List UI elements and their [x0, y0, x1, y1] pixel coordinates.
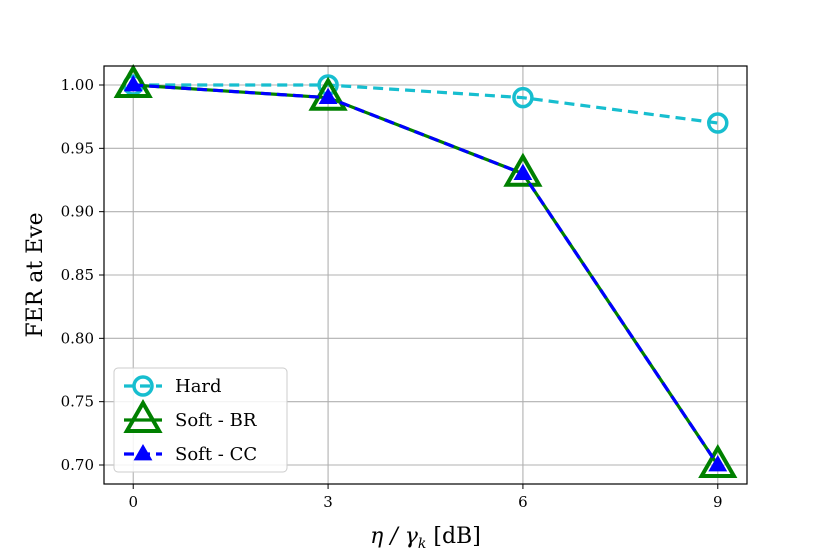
y-tick-label: 0.70 — [61, 456, 94, 474]
data-point — [308, 76, 348, 111]
x-axis-label-sub: k — [418, 536, 426, 552]
legend-marker — [133, 443, 153, 461]
data-point — [512, 86, 534, 109]
y-tick-label: 0.95 — [61, 139, 94, 157]
legend-label: Soft - BR — [175, 410, 257, 431]
x-axis-label-main: η / γ — [370, 524, 419, 549]
y-tick-label: 1.00 — [61, 76, 94, 94]
legend-label: Hard — [175, 376, 222, 397]
data-point — [513, 163, 533, 181]
x-tick-label: 9 — [713, 493, 723, 511]
x-tick-label: 0 — [128, 493, 138, 511]
y-tick-label: 0.75 — [61, 393, 94, 411]
legend-marker — [123, 398, 163, 434]
y-axis-label: FER at Eve — [23, 212, 48, 337]
x-tick-label: 6 — [518, 493, 528, 511]
legend-item: Hard — [124, 375, 222, 397]
series-line — [133, 83, 718, 125]
data-point — [503, 152, 543, 187]
series-0 — [122, 74, 729, 134]
legend: Hard Soft - BR Soft - CC — [113, 367, 288, 473]
x-axis-label-unit: [dB] — [426, 524, 480, 549]
y-tick-label: 0.85 — [61, 266, 94, 284]
x-tick-label: 3 — [323, 493, 333, 511]
data-point — [708, 454, 728, 472]
y-tick-label: 0.80 — [61, 329, 94, 347]
legend-item: Soft - BR — [123, 398, 257, 434]
series-layer — [113, 63, 738, 479]
data-point — [698, 443, 738, 479]
data-point — [123, 74, 143, 92]
series-line — [133, 83, 720, 466]
legend-label: Soft - CC — [175, 444, 257, 465]
data-point — [113, 63, 153, 99]
x-axis-label: η / γk [dB] — [370, 524, 481, 552]
series-2 — [123, 74, 728, 472]
data-point — [707, 112, 729, 134]
data-point — [318, 87, 338, 105]
legend-marker — [132, 375, 154, 397]
ticks: 0 3 6 9 0.70 0.75 0.80 0.85 0.90 0.95 1.00 — [61, 76, 723, 511]
legend-item: Soft - CC — [124, 443, 257, 465]
y-tick-label: 0.90 — [61, 203, 94, 221]
legend-box — [113, 367, 288, 473]
